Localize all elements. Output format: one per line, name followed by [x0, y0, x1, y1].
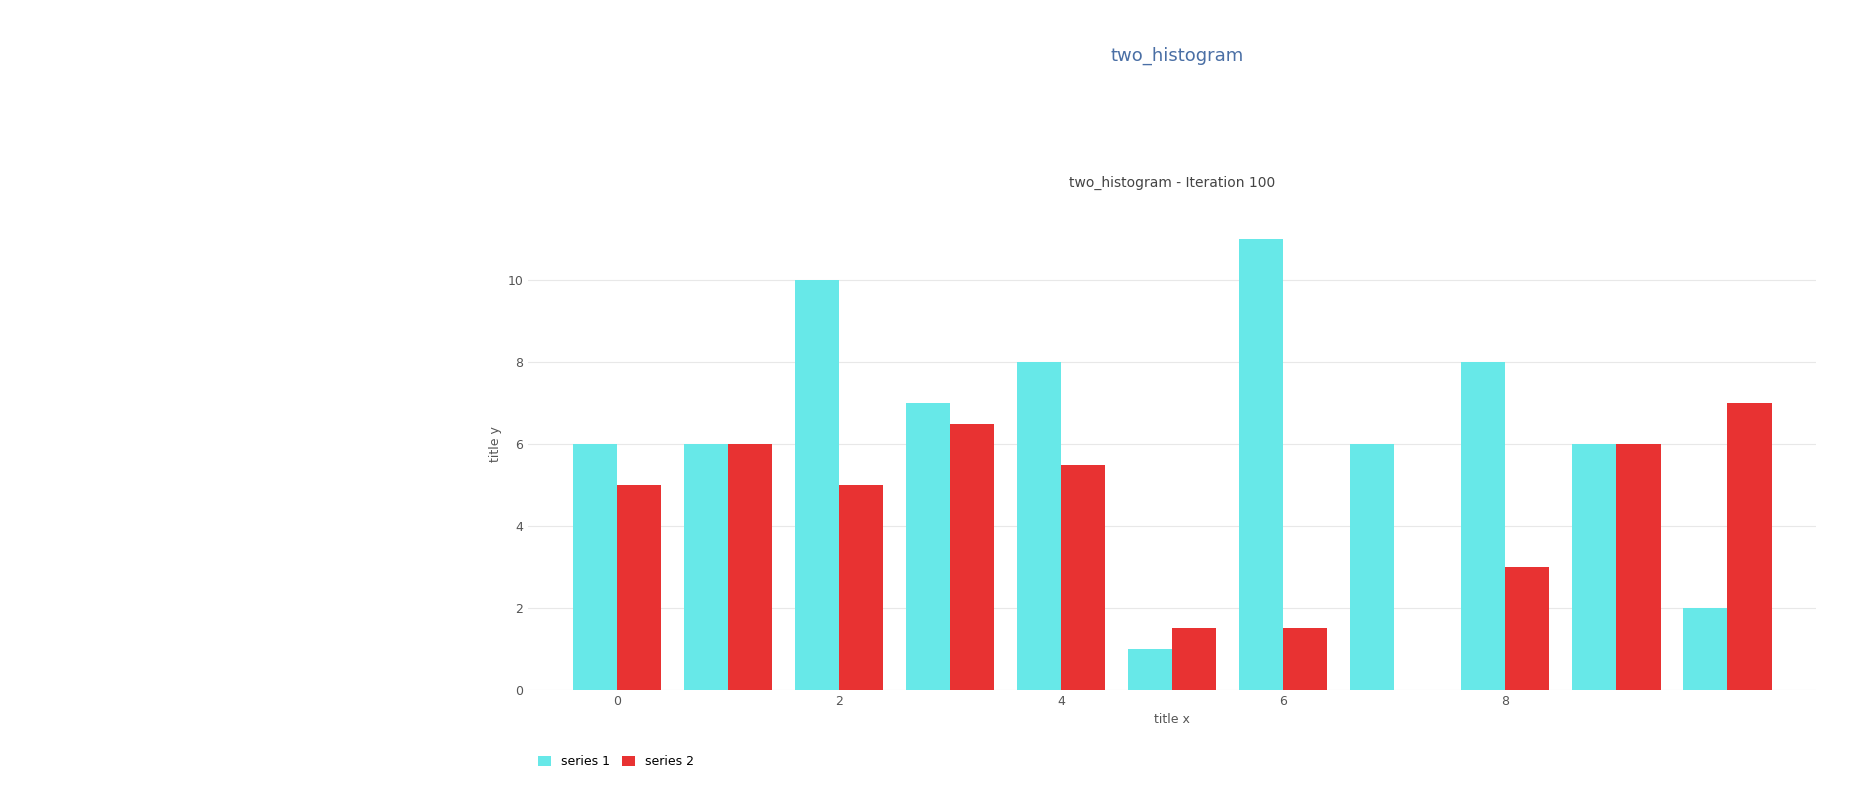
Bar [617, 485, 662, 690]
Legend: series 1, series 2: series 1, series 2 [534, 752, 697, 772]
Bar [1616, 444, 1660, 690]
Text: two_histogram: two_histogram [1110, 46, 1243, 65]
Y-axis label: title y: title y [489, 426, 502, 462]
X-axis label: title x: title x [1154, 714, 1190, 726]
Bar [1282, 628, 1327, 690]
Bar [684, 444, 728, 690]
Bar [906, 403, 951, 690]
Bar [1727, 403, 1771, 690]
Bar [1017, 362, 1062, 690]
Bar [1683, 608, 1727, 690]
Bar [1460, 362, 1505, 690]
Bar [728, 444, 773, 690]
Bar [1349, 444, 1393, 690]
Title: two_histogram - Iteration 100: two_histogram - Iteration 100 [1069, 176, 1275, 190]
Bar [1173, 628, 1216, 690]
Bar [1062, 465, 1106, 690]
Bar [1505, 567, 1549, 690]
Bar [1238, 239, 1282, 690]
Bar [573, 444, 617, 690]
Bar [839, 485, 884, 690]
Bar [951, 423, 995, 690]
Bar [1128, 649, 1171, 690]
Bar [1571, 444, 1616, 690]
Bar [795, 280, 839, 690]
